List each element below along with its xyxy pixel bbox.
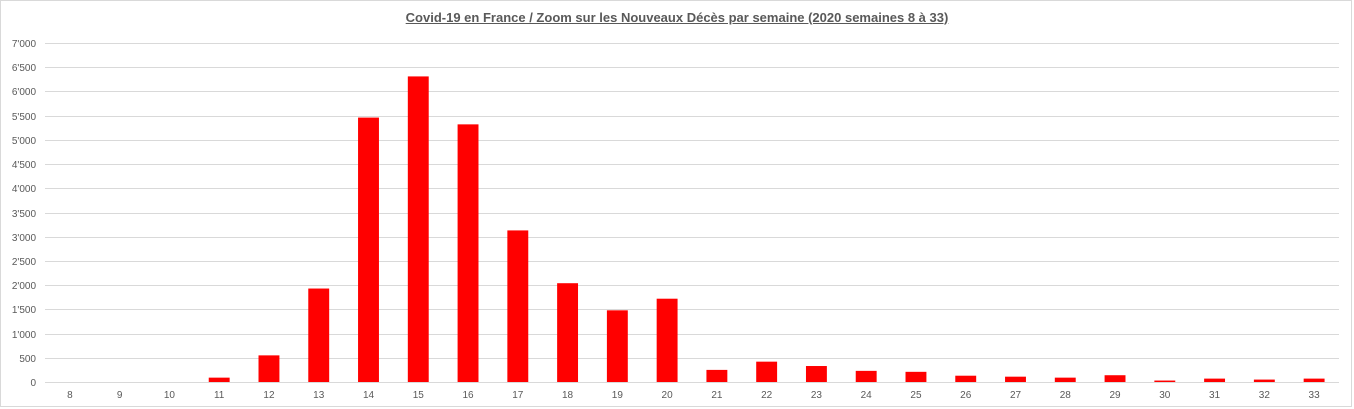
x-tick-label: 11 [214, 390, 225, 401]
y-tick-label: 5'500 [12, 112, 37, 123]
x-tick-label: 32 [1259, 390, 1271, 401]
x-tick-label: 24 [861, 390, 873, 401]
y-tick-label: 6'500 [12, 63, 37, 74]
x-tick-label: 25 [910, 390, 922, 401]
bars [208, 76, 1325, 383]
bar-week-20 [656, 298, 678, 382]
y-tick-label: 0 [30, 378, 36, 389]
bar-week-33 [1303, 378, 1325, 382]
bar-week-28 [1054, 377, 1076, 382]
x-tick-label: 12 [263, 390, 275, 401]
x-tick-label: 23 [811, 390, 823, 401]
bar-week-30 [1154, 380, 1176, 382]
bar-week-25 [905, 371, 927, 382]
bar-week-31 [1204, 378, 1226, 382]
y-tick-label: 6'000 [12, 87, 37, 98]
gridlines [45, 43, 1339, 383]
bar-week-12 [258, 355, 280, 382]
x-tick-label: 16 [462, 390, 474, 401]
y-tick-label: 4'000 [12, 184, 37, 195]
bar-week-17 [507, 230, 529, 382]
bar-week-21 [706, 369, 728, 382]
y-axis-ticks: 0 500 1'000 1'500 2'000 2'500 3'000 3'500 4'000 4… [12, 39, 37, 389]
y-tick-label: 3'500 [12, 209, 37, 220]
bar-week-24 [855, 370, 877, 382]
x-tick-label: 19 [612, 390, 624, 401]
x-tick-label: 29 [1109, 390, 1121, 401]
x-tick-label: 26 [960, 390, 972, 401]
x-tick-label: 22 [761, 390, 773, 401]
bar-week-19 [606, 310, 628, 382]
x-tick-label: 30 [1159, 390, 1171, 401]
bar-week-32 [1253, 379, 1275, 382]
bar-week-16 [457, 124, 479, 383]
x-tick-label: 21 [711, 390, 723, 401]
x-axis-ticks: 8 9 10 11 12 13 14 15 16 17 18 19 20 21 22 23 24 25 26 27 28… [67, 390, 1320, 401]
chart-title: Covid-19 en France / Zoom sur les Nouvea… [405, 10, 949, 25]
x-tick-label: 20 [662, 390, 674, 401]
x-tick-label: 18 [562, 390, 574, 401]
bar-week-13 [308, 288, 330, 382]
x-tick-label: 15 [413, 390, 425, 401]
x-tick-label: 33 [1309, 390, 1321, 401]
y-tick-label: 3'000 [12, 233, 37, 244]
x-tick-label: 8 [67, 390, 73, 401]
y-tick-label: 500 [19, 354, 36, 365]
bar-week-27 [1005, 376, 1026, 382]
bar-week-26 [955, 375, 977, 382]
bar-week-18 [557, 283, 579, 382]
bar-week-23 [805, 366, 827, 382]
y-tick-label: 2'500 [12, 257, 37, 268]
bar-week-14 [358, 117, 379, 382]
y-tick-label: 1'500 [12, 305, 37, 316]
bar-week-15 [407, 76, 429, 382]
y-tick-label: 2'000 [12, 281, 37, 292]
y-tick-label: 1'000 [12, 330, 37, 341]
x-tick-label: 14 [363, 390, 375, 401]
x-tick-label: 9 [117, 390, 123, 401]
x-tick-label: 31 [1209, 390, 1221, 401]
y-tick-label: 7'000 [12, 39, 37, 50]
bar-week-22 [756, 361, 778, 382]
x-tick-label: 17 [512, 390, 524, 401]
y-tick-label: 4'500 [12, 160, 37, 171]
x-tick-label: 13 [313, 390, 325, 401]
x-tick-label: 10 [164, 390, 176, 401]
x-tick-label: 28 [1060, 390, 1072, 401]
bar-week-29 [1104, 375, 1126, 382]
bar-week-11 [208, 377, 230, 382]
y-tick-label: 5'000 [12, 136, 37, 147]
x-tick-label: 27 [1010, 390, 1022, 401]
